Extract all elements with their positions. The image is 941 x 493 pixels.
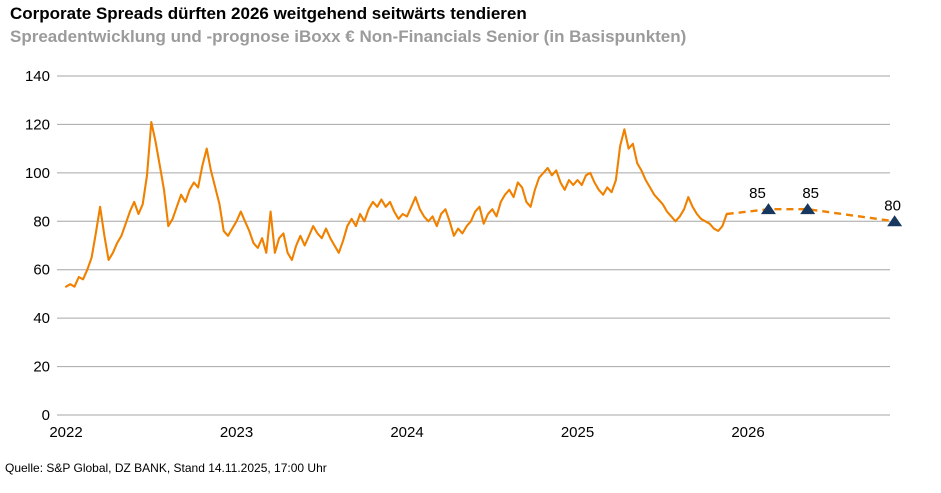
- chart-title: Corporate Spreads dürften 2026 weitgehen…: [10, 4, 527, 23]
- forecast-marker-triangle: [800, 203, 816, 215]
- chart-subtitle: Spreadentwicklung und -prognose iBoxx € …: [10, 27, 687, 46]
- source-note: Quelle: S&P Global, DZ BANK, Stand 14.11…: [5, 461, 327, 475]
- y-axis-tick-60: 60: [33, 262, 50, 279]
- y-axis-tick-80: 80: [33, 213, 50, 230]
- x-axis-tick-2024: 2024: [390, 424, 423, 441]
- y-axis-tick-40: 40: [33, 310, 50, 327]
- forecast-dashed-line: [726, 207, 895, 223]
- y-axis-tick-20: 20: [33, 359, 50, 376]
- forecast-value-label: 85: [802, 185, 819, 202]
- x-axis-tick-2023: 2023: [220, 424, 253, 441]
- y-axis-tick-100: 100: [25, 165, 50, 182]
- x-axis-tick-2025: 2025: [561, 424, 594, 441]
- forecast-value-label: 80: [884, 197, 901, 214]
- y-axis-tick-120: 120: [25, 116, 50, 133]
- y-axis-tick-0: 0: [42, 407, 50, 424]
- forecast-value-label: 85: [749, 185, 766, 202]
- y-axis-tick-140: 140: [25, 68, 50, 85]
- spread-history-line: [64, 120, 728, 288]
- forecast-marker-triangle: [887, 215, 903, 227]
- x-axis-tick-2022: 2022: [49, 424, 82, 441]
- forecast-marker-triangle: [760, 203, 776, 215]
- x-axis-tick-2026: 2026: [731, 424, 764, 441]
